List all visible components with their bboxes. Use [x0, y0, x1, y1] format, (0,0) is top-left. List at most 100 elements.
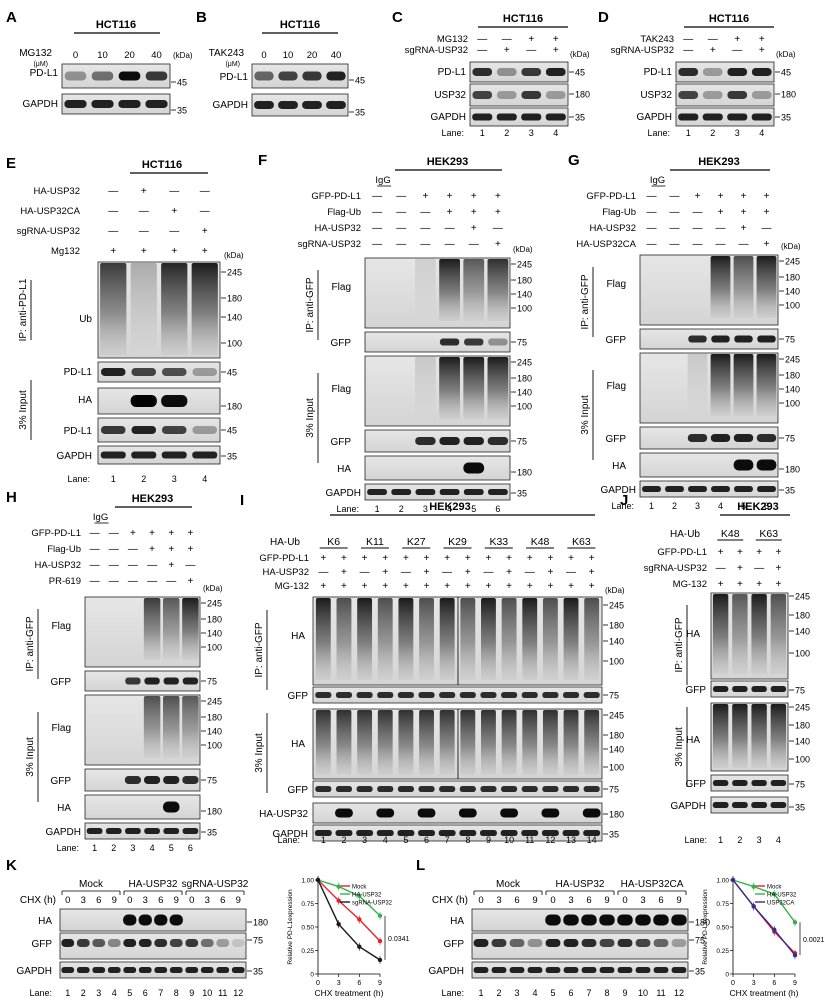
pdl1-band: [162, 426, 187, 434]
panel-f-in-gfp-strip: [364, 429, 511, 453]
panel-i-ip-smear: [398, 598, 414, 680]
gapdh-band: [192, 451, 218, 459]
gapdh-band: [185, 967, 199, 973]
panel-g-cond-sign: —: [647, 223, 657, 234]
mw-marker: 75: [695, 936, 705, 946]
panel-j-input-label: 3% Input: [674, 727, 685, 767]
panel-f-cond-sign: —: [372, 223, 382, 234]
panel-h-cond-sign: —: [90, 560, 100, 571]
panel-k-lane-number: 9: [189, 988, 194, 998]
panel-l-y-tick-label: 1.00: [716, 878, 729, 885]
panel-k-lane-number: 11: [218, 988, 227, 998]
mw-marker: 180: [207, 807, 222, 817]
panel-i-lane-number: 8: [465, 835, 470, 845]
gfp-band: [712, 686, 729, 692]
gapdh-band: [751, 113, 772, 121]
panel-h-in-smear: [182, 696, 199, 758]
panel-d-cond-sign: —: [683, 34, 693, 45]
panel-i-band-label: HA-USP32: [259, 809, 308, 820]
mw-marker: 245: [207, 599, 222, 609]
panel-l-chx-label: CHX (h): [432, 895, 468, 906]
panel-k-data-point: [357, 893, 362, 899]
gapdh-band: [599, 967, 615, 973]
panel-k-y-tick-label: 0: [310, 972, 314, 979]
panel-l-lane-number: 9: [622, 988, 627, 998]
panel-k-series-line: [317, 879, 381, 961]
panel-i-cond-sign: +: [341, 567, 347, 578]
panel-i-ha-usp32-strip: [312, 802, 603, 824]
gapdh-band: [356, 830, 374, 836]
panel-j-ha-ub: HA-Ub: [670, 529, 700, 540]
panel-e-cond-label: HA-USP32CA: [20, 206, 80, 217]
panel-j-cond-sign: +: [756, 547, 762, 558]
panel-f-band-label: HA: [337, 464, 351, 475]
panel-h-in-smear: [163, 696, 180, 758]
panel-l-lane-number: 5: [550, 988, 555, 998]
mw-marker: 180: [609, 731, 624, 741]
panel-l-data-point: [730, 877, 736, 883]
panel-i-in-smear: [315, 710, 331, 775]
panel-a-gapdh-band: [118, 100, 141, 108]
panel-h-lane-number: 1: [92, 843, 97, 853]
ha-band: [545, 914, 561, 926]
mw-marker: 45: [227, 368, 237, 378]
panel-j-cond-sign: +: [718, 547, 724, 558]
panel-i-band-label: HA: [291, 631, 305, 642]
panel-f-cond-sign: —: [469, 239, 479, 250]
panel-l-data-point: [751, 904, 756, 909]
panel-i-in-smear: [377, 710, 393, 775]
panel-g-band-label: GFP: [605, 335, 626, 346]
panel-g-cond-label: HA-USP32CA: [576, 239, 636, 250]
panel-c-cell-line: HCT116: [503, 13, 543, 25]
ha-band: [163, 801, 180, 813]
panel-i-cond-sign: —: [483, 567, 493, 578]
panel-c-lane-number: 1: [480, 128, 485, 138]
panel-f-lane-number: 6: [495, 504, 500, 514]
panel-f-cond-sign: —: [420, 239, 430, 250]
panel-h-lane-number: 6: [188, 843, 193, 853]
panel-h-in-flag-strip: [84, 694, 201, 766]
gfp-band: [732, 780, 748, 786]
panel-a-band-label: GAPDH: [22, 99, 58, 110]
panel-k-group-label: HA-USP32: [129, 879, 178, 890]
mw-marker: 180: [517, 276, 532, 286]
gfp-band: [124, 776, 141, 784]
gfp-band: [710, 434, 731, 442]
panel-h-ip-smear: [182, 598, 199, 660]
panel-h-ip-flag-strip: [84, 596, 201, 668]
panel-l-group-label: HA-USP32CA: [621, 879, 684, 890]
gfp-band: [439, 437, 460, 445]
panel-f-band-label: Flag: [332, 282, 351, 293]
panel-i-ip-smear: [460, 598, 476, 680]
gfp-band: [125, 677, 141, 685]
panel-g-cond-sign: —: [670, 191, 680, 202]
panel-i-lane-number: 1: [321, 835, 326, 845]
panel-e-lane-number: 2: [141, 474, 146, 484]
panel-i-cond-sign: +: [424, 553, 430, 564]
panel-g-cond-sign: —: [693, 239, 703, 250]
gapdh-band: [712, 802, 729, 808]
panel-i-ip-smear: [419, 598, 434, 680]
panel-c-gapdh-strip: [469, 107, 569, 127]
panel-h-cond-sign: +: [149, 528, 155, 539]
panel-k-time: 0: [189, 895, 194, 906]
gfp-band: [459, 786, 476, 792]
panel-g-ip-label: IP: anti-GFP: [580, 274, 591, 329]
mw-marker: 245: [517, 358, 532, 368]
panel-l-lane-number: 4: [532, 988, 537, 998]
mw-marker: 180: [781, 90, 796, 100]
panel-g-cond-sign: —: [762, 223, 772, 234]
panel-f-cond-sign: —: [372, 191, 382, 202]
gfp-band: [751, 780, 767, 786]
panel-i-cond-sign: +: [444, 581, 450, 592]
panel-j-letter: J: [620, 492, 628, 509]
mw-marker: 140: [207, 727, 222, 737]
panel-i-lane-number: 5: [403, 835, 408, 845]
mw-marker: 100: [609, 763, 624, 773]
panel-l-group-label: HA-USP32: [556, 879, 605, 890]
panel-h-igg: IgG: [93, 512, 108, 523]
panel-i-cond-sign: +: [320, 553, 326, 564]
panel-e-cond-sign: —: [200, 206, 210, 217]
gapdh-band: [86, 828, 103, 834]
